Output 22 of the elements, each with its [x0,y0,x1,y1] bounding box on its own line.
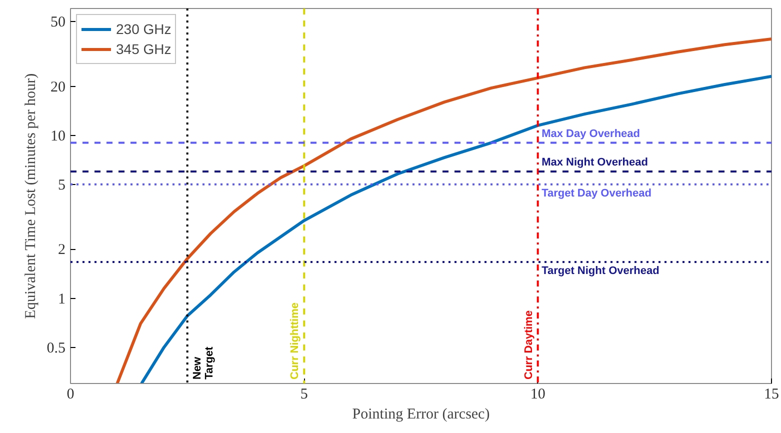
y-axis-title: Equivalent Time Lost (minutes per hour) [22,73,39,319]
legend-label: 345 GHz [116,41,172,57]
y-tick-label: 0.5 [46,340,66,356]
ref-line-label: New Target [191,346,216,380]
y-tick-label: 2 [58,242,66,258]
x-tick-label: 15 [764,386,779,402]
ref-line-label: Target Day Overhead [542,187,652,200]
y-tick-label: 20 [50,79,66,96]
ref-line-label: Curr Daytime [522,310,535,380]
y-tick-label: 1 [58,291,66,308]
ref-line-label: Target Night Overhead [542,264,660,277]
ref-line-label: Curr Nighttime [289,302,302,380]
y-tick-label: 5 [58,177,66,194]
x-tick-label: 5 [300,386,308,402]
legend-label: 230 GHz [116,21,172,37]
ref-line-label: Max Day Overhead [542,128,640,140]
x-axis-title: Pointing Error (arcsec) [352,406,490,422]
x-tick-label: 10 [530,386,546,402]
x-tick-label: 0 [66,386,74,402]
y-tick-label: 50 [50,14,66,30]
ref-line-label: Max Night Overhead [542,156,648,168]
y-tick-label: 10 [50,128,66,144]
